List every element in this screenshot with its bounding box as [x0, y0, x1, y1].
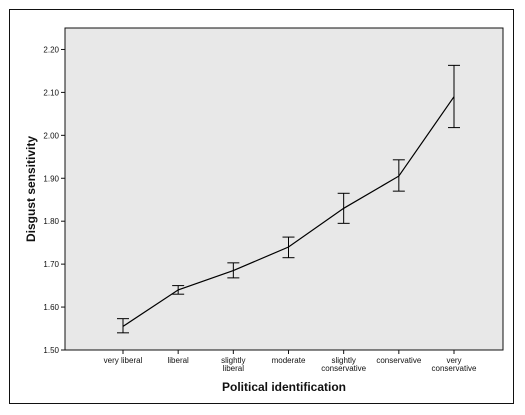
- y-tick-label: 1.70: [43, 260, 59, 269]
- y-axis-ticks: 1.50 1.60 1.70 1.80 1.90 2.00 2.10 2.20: [43, 45, 65, 355]
- x-tick-label: conservative: [432, 364, 477, 373]
- y-tick-label: 2.10: [43, 88, 59, 97]
- x-axis-ticks: very liberal liberal slightlyliberalmodera…: [104, 350, 477, 373]
- plot-area: [64, 27, 504, 351]
- y-tick-label: 2.00: [43, 131, 59, 140]
- x-axis-title: Political identification: [222, 380, 346, 394]
- x-tick-label: very: [446, 356, 461, 365]
- error-bar: [448, 64, 460, 129]
- x-tick-label: liberal: [223, 364, 245, 373]
- x-tick-label: slightly: [221, 356, 245, 365]
- chart-figure: 1.50 1.60 1.70 1.80 1.90 2.00 2.10 2.20 very li…: [9, 9, 514, 404]
- error-bars: [117, 64, 460, 334]
- chart-canvas: 1.50 1.60 1.70 1.80 1.90 2.00 2.10 2.20 very li…: [24, 27, 504, 394]
- y-tick-label: 2.20: [43, 45, 59, 54]
- y-tick-label: 1.60: [43, 303, 59, 312]
- series-line: [122, 96, 455, 327]
- x-tick-label: conservative: [376, 356, 421, 365]
- x-tick-label: very liberal: [104, 356, 143, 365]
- y-tick-label: 1.80: [43, 217, 59, 226]
- y-axis-title: Disgust sensitivity: [24, 136, 38, 242]
- x-tick-label: moderate: [272, 356, 306, 365]
- y-tick-label: 1.50: [43, 346, 59, 355]
- y-tick-label: 1.90: [43, 174, 59, 183]
- x-tick-label: conservative: [321, 364, 366, 373]
- x-tick-label: slightly: [331, 356, 355, 365]
- x-tick-label: liberal: [167, 356, 189, 365]
